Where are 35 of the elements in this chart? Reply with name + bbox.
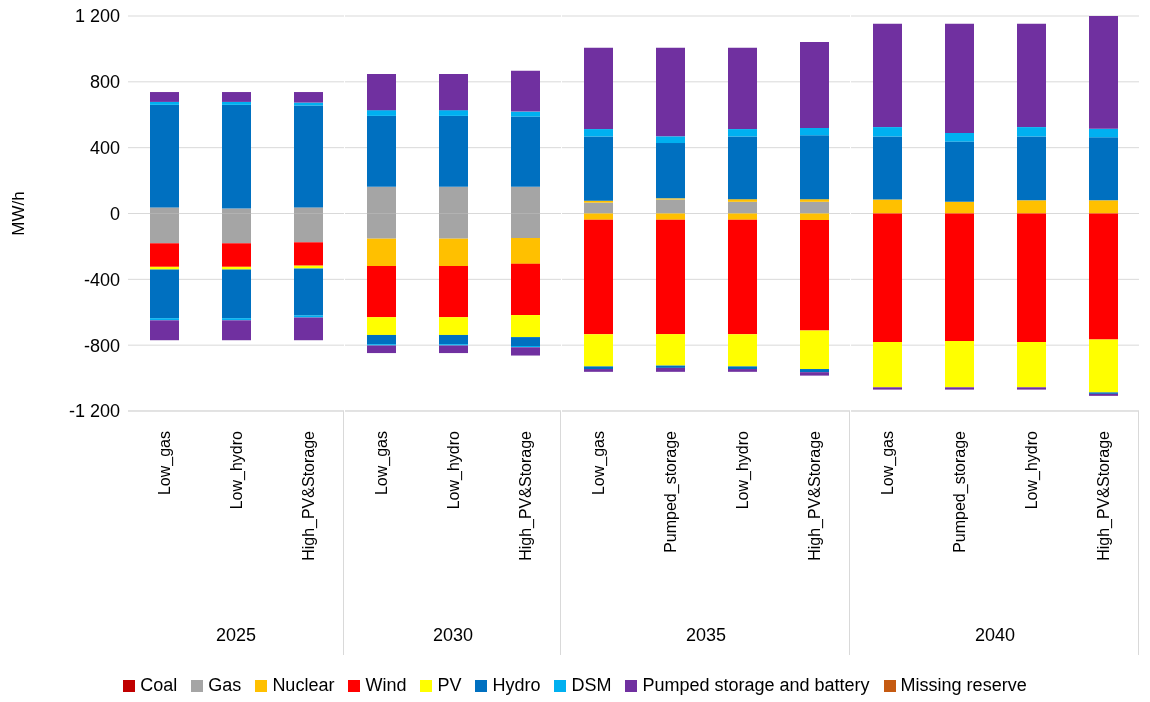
x-tick-label: High_PV&Storage <box>516 430 535 561</box>
x-tick-label: Low_gas <box>589 431 608 496</box>
y-tick-label: -400 <box>83 269 120 290</box>
x-tick-label: Low_gas <box>155 431 174 496</box>
x-tick-label: Pumped_storage <box>661 430 680 553</box>
x-tick-label: High_PV&Storage <box>299 430 318 561</box>
y-tick-label: 400 <box>89 138 120 159</box>
legend-label: PV <box>437 675 462 696</box>
x-tick-label: Low_gas <box>878 431 897 496</box>
x-axis-title: 2030 <box>432 625 474 645</box>
legend-label: Missing reserve <box>900 675 1027 696</box>
x-tick-label: Low_hydro <box>227 430 246 510</box>
legend-label: Hydro <box>492 675 541 696</box>
x-tick-label: Low_gas <box>372 431 391 496</box>
y-tick-label: 800 <box>89 72 120 93</box>
x-tick-label: Low_hydro <box>444 430 463 510</box>
x-tick-label: Pumped_storage <box>950 430 969 553</box>
legend-label: Nuclear <box>272 675 335 696</box>
legend-label: Pumped storage and battery <box>642 675 870 696</box>
x-axis-title: 2035 <box>685 625 727 645</box>
x-tick-label: High_PV&Storage <box>1094 430 1113 561</box>
y-tick-label: 1 200 <box>74 6 120 27</box>
legend-label: Gas <box>208 675 242 696</box>
y-tick-label: -1 200 <box>68 401 120 422</box>
y-tick-label: -800 <box>83 335 120 356</box>
y-tick-label: 0 <box>109 203 120 224</box>
legend-label: DSM <box>571 675 612 696</box>
x-tick-label: Low_hydro <box>1022 430 1041 510</box>
legend-label: Wind <box>365 675 407 696</box>
x-tick-label: Low_hydro <box>733 430 752 510</box>
x-axis-title: 2025 <box>215 625 257 645</box>
x-tick-label: High_PV&Storage <box>805 430 824 561</box>
legend-label: Coal <box>140 675 178 696</box>
y-axis-title: MW/h <box>9 191 29 236</box>
x-axis-title: 2040 <box>974 625 1016 645</box>
